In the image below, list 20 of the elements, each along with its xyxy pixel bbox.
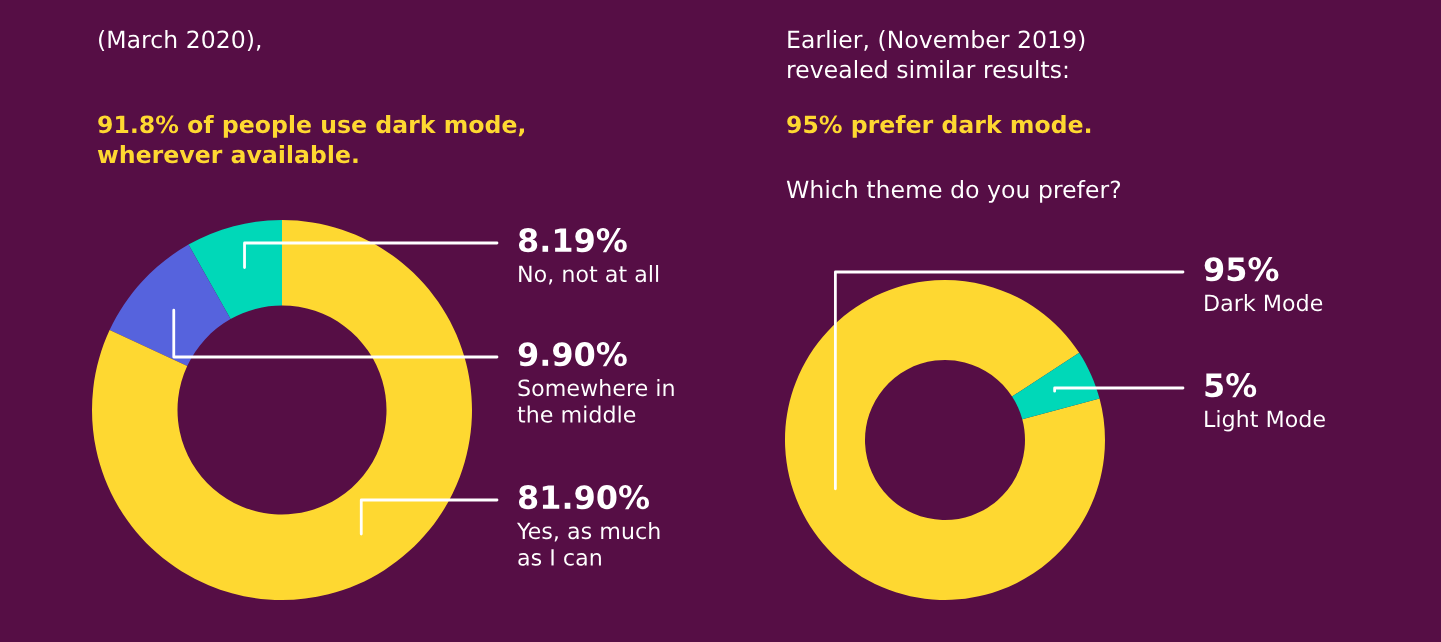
slice-label: Light Mode [1205,410,1325,432]
data-label: 81.90% [518,485,650,510]
data-label: 95% [1204,257,1279,282]
donut-slice [109,244,231,367]
donut-slice [92,220,472,600]
donut-slice [785,280,1105,600]
donut-slice [1012,352,1100,420]
slice-label: Somewhere in the middle [517,379,674,423]
data-label: 9.90% [518,342,627,367]
slice-label: Dark Mode [1205,294,1323,312]
text: Which theme do you prefer? [786,180,1121,203]
chart-title: 95% prefer dark mode. [787,115,1091,138]
slice-label: Yes, as much as I can [516,522,660,566]
data-label: 5% [1205,373,1257,398]
chart-subtitle: (March 2020), [99,30,261,52]
donut-slice [188,220,282,320]
slice-label: No, not at all [519,265,659,285]
chart-subtitle: Earlier, (November 2019) revealed similar results: [788,30,1085,79]
data-label: 8.19% [518,228,627,253]
chart-title: 91.8% of people use dark mode, wherever available. [97,115,525,164]
